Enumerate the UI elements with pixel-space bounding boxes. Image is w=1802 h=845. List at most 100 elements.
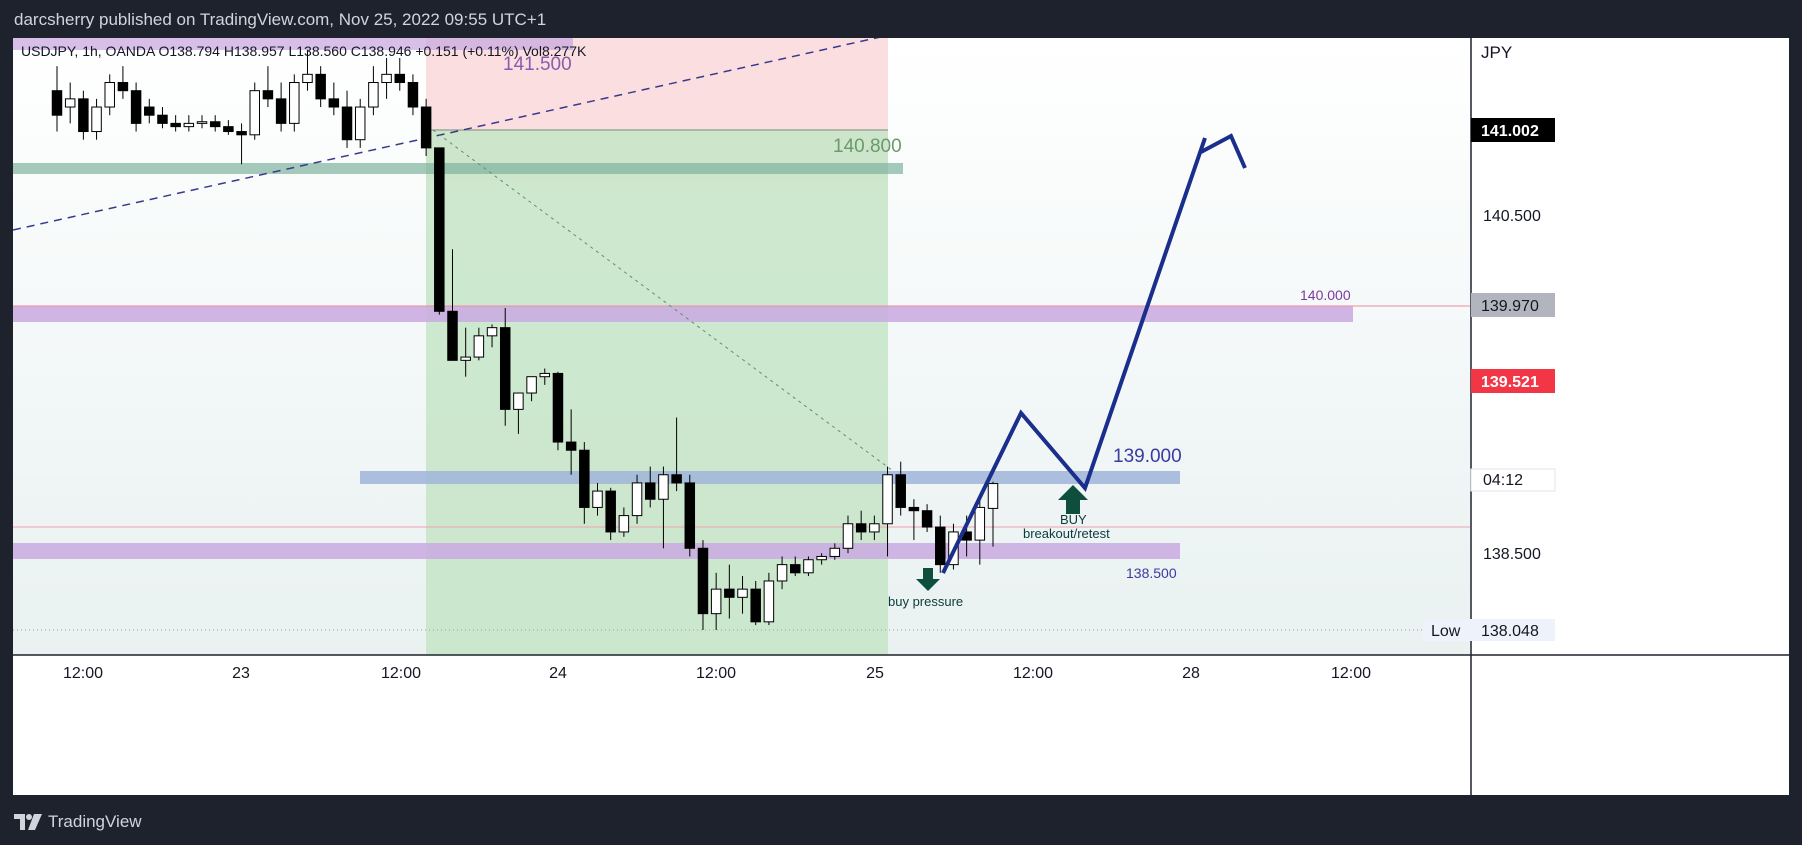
candle-body <box>117 82 129 92</box>
candle-body <box>275 98 287 124</box>
tradingview-logo[interactable]: TradingView <box>14 812 142 832</box>
candle-body <box>302 73 313 84</box>
candle <box>882 466 893 557</box>
candle <box>790 556 801 577</box>
candle <box>763 572 775 626</box>
candle-body <box>328 98 340 108</box>
candle-body <box>631 482 643 517</box>
candle <box>737 576 748 614</box>
candle <box>315 66 326 108</box>
candle <box>394 58 406 91</box>
candle-body <box>565 441 577 451</box>
candle <box>750 580 761 626</box>
candle-body <box>78 98 89 133</box>
candle <box>987 481 999 547</box>
candle <box>803 556 814 577</box>
candle <box>631 474 643 524</box>
zone-138-500 <box>13 543 1180 559</box>
price-tick: 140.500 <box>1483 208 1541 225</box>
candle <box>117 66 129 99</box>
candle-body <box>420 106 432 149</box>
candle-body <box>381 73 392 84</box>
diagonal-dotted-line <box>432 129 894 472</box>
candle <box>842 515 854 554</box>
annotations-layer: 141.500 140.800 140.000 139.000 138.500 buy p… <box>21 43 1351 609</box>
candle-body <box>223 126 234 133</box>
candle-body <box>605 490 616 533</box>
candle <box>328 82 340 116</box>
price-chart[interactable]: 141.500 140.800 140.000 139.000 138.500 buy p… <box>13 38 1789 795</box>
candle <box>460 327 471 377</box>
time-tick: 25 <box>866 665 884 682</box>
low-price-tag <box>1471 619 1555 641</box>
candle <box>275 82 287 132</box>
candle-body <box>473 335 485 358</box>
projection-arrowhead <box>1200 133 1247 169</box>
currency-label: JPY <box>1481 43 1512 62</box>
candle-body <box>776 564 788 582</box>
candle-body <box>170 122 181 128</box>
candle-body <box>91 106 102 133</box>
level-label-139-000: 139.000 <box>1113 446 1182 467</box>
candle <box>565 409 577 475</box>
tradingview-logo-icon <box>14 814 42 830</box>
candle <box>829 543 841 560</box>
candle-body <box>842 523 854 549</box>
candle <box>302 49 313 91</box>
level-price-text: 139.970 <box>1481 298 1539 315</box>
candle-body <box>908 506 920 512</box>
countdown-tag <box>1470 468 1556 492</box>
chart-area[interactable]: 141.500 140.800 140.000 139.000 138.500 buy p… <box>13 38 1789 795</box>
candle-body <box>552 372 564 443</box>
candle <box>869 515 880 541</box>
candle <box>526 376 537 402</box>
candle <box>249 82 260 140</box>
zone-139-000 <box>360 471 1180 484</box>
candle-body <box>974 506 986 541</box>
candle <box>776 556 788 590</box>
publisher-line: darcsherry published on TradingView.com,… <box>14 10 547 29</box>
buy-pressure-arrow-icon <box>916 568 940 591</box>
projection-path <box>941 137 1207 574</box>
candle <box>183 115 195 132</box>
zone-141-500 <box>13 38 573 50</box>
candle-body <box>434 147 445 312</box>
low-label-box <box>1423 619 1471 641</box>
candle <box>895 461 906 516</box>
candle <box>921 504 933 532</box>
candle-body <box>144 106 155 116</box>
candle <box>592 482 603 516</box>
level-label-138-500: 138.500 <box>1126 565 1177 581</box>
candle <box>644 466 656 508</box>
buy-label: BUY <box>1060 512 1087 527</box>
time-tick: 28 <box>1182 665 1200 682</box>
candle <box>552 371 564 451</box>
candle <box>855 510 867 541</box>
zone-140-000 <box>13 306 1353 322</box>
candle-body <box>671 474 682 484</box>
candles-layer <box>51 49 999 630</box>
zone-140-800 <box>13 163 903 174</box>
candle-body <box>499 327 511 410</box>
candle-body <box>368 82 379 108</box>
bid-price-text: 139.521 <box>1481 374 1539 391</box>
candle-body <box>315 73 326 100</box>
candle <box>64 82 76 124</box>
time-tick: 23 <box>232 665 250 682</box>
candle-body <box>157 114 168 124</box>
current-price-text: 141.002 <box>1481 123 1539 140</box>
candle-body <box>803 559 814 574</box>
candle-body <box>869 523 880 533</box>
candle-body <box>684 482 696 549</box>
candle <box>539 368 551 385</box>
candle <box>974 499 986 565</box>
candle <box>499 308 511 426</box>
time-tick: 12:00 <box>1013 665 1053 682</box>
candle <box>157 107 168 129</box>
time-axis-background <box>13 655 1789 795</box>
candle <box>144 98 155 124</box>
candle-body <box>249 90 260 136</box>
candle <box>130 82 142 132</box>
candle <box>658 466 669 549</box>
candle <box>91 98 102 140</box>
